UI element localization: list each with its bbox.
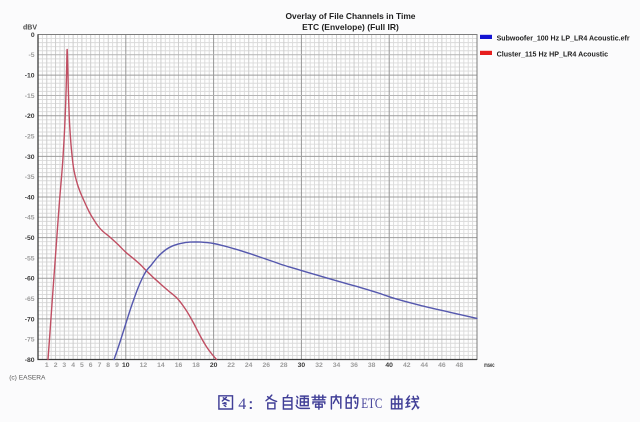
svg-text:-20: -20 — [25, 113, 35, 120]
svg-text:ETC (Envelope) (Full IR): ETC (Envelope) (Full IR) — [302, 22, 399, 32]
svg-text:ETC: ETC — [361, 394, 382, 411]
svg-text:3: 3 — [62, 362, 66, 369]
svg-text:-35: -35 — [25, 174, 35, 181]
svg-text:-30: -30 — [25, 154, 35, 161]
svg-text:36: 36 — [350, 362, 358, 369]
svg-text:4: 4 — [238, 396, 246, 413]
svg-text:28: 28 — [280, 362, 288, 369]
svg-text:22: 22 — [227, 362, 235, 369]
svg-text:16: 16 — [175, 362, 183, 369]
svg-text:20: 20 — [210, 362, 218, 369]
svg-text:-55: -55 — [25, 255, 35, 262]
svg-text:Cluster_115 Hz HP_LR4 Acoustic: Cluster_115 Hz HP_LR4 Acoustic — [497, 49, 608, 58]
svg-text:7: 7 — [98, 362, 102, 369]
svg-text:46: 46 — [438, 362, 446, 369]
svg-text:-5: -5 — [29, 52, 35, 59]
svg-text:38: 38 — [368, 362, 376, 369]
svg-text:-75: -75 — [25, 337, 35, 344]
svg-text:-25: -25 — [25, 134, 35, 141]
svg-text:-65: -65 — [25, 296, 35, 303]
svg-text:4: 4 — [71, 362, 75, 369]
svg-text:-80: -80 — [25, 357, 35, 364]
svg-text:Subwoofer_100 Hz LP_LR4 Acoust: Subwoofer_100 Hz LP_LR4 Acoustic.efr — [497, 34, 630, 43]
svg-text:-45: -45 — [25, 215, 35, 222]
svg-text:48: 48 — [456, 362, 464, 369]
svg-text:26: 26 — [263, 362, 271, 369]
svg-text:18: 18 — [192, 362, 200, 369]
svg-text:5: 5 — [80, 362, 84, 369]
svg-text:30: 30 — [298, 362, 306, 369]
svg-text:0: 0 — [31, 32, 35, 39]
svg-text:42: 42 — [403, 362, 411, 369]
svg-text:8: 8 — [106, 362, 110, 369]
svg-text:6: 6 — [89, 362, 93, 369]
svg-text:-40: -40 — [25, 194, 35, 201]
svg-text:34: 34 — [333, 362, 341, 369]
svg-text:-70: -70 — [25, 316, 35, 323]
svg-text:14: 14 — [157, 362, 165, 369]
svg-text:10: 10 — [122, 362, 130, 369]
svg-text:-50: -50 — [25, 235, 35, 242]
svg-text:9: 9 — [115, 362, 119, 369]
svg-text:-10: -10 — [25, 73, 35, 80]
svg-text:-15: -15 — [25, 93, 35, 100]
svg-text:dBV: dBV — [23, 25, 37, 32]
svg-text:24: 24 — [245, 362, 253, 369]
svg-text:msec: msec — [484, 362, 495, 369]
svg-text:-60: -60 — [25, 276, 35, 283]
svg-text:40: 40 — [385, 362, 393, 369]
svg-text:44: 44 — [421, 362, 429, 369]
svg-text:(c) EASERA: (c) EASERA — [9, 375, 46, 382]
svg-text:12: 12 — [140, 362, 148, 369]
svg-text:1: 1 — [45, 362, 49, 369]
svg-text:32: 32 — [315, 362, 323, 369]
svg-text:Overlay of File Channels in Ti: Overlay of File Channels in Time — [286, 11, 416, 21]
svg-text:2: 2 — [54, 362, 58, 369]
